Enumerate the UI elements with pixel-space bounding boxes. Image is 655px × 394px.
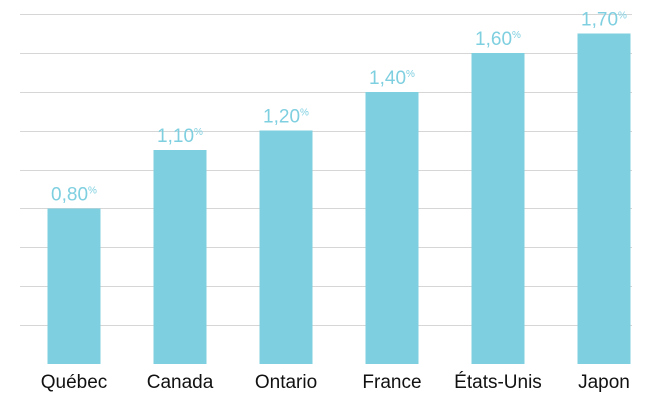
value-label: 1,60% [475,29,521,50]
category-label: Québec [41,372,108,393]
value-label: 1,10% [157,126,203,147]
category-label: Japon [578,372,630,393]
bar-1 [47,208,101,364]
bars [47,33,631,365]
category-label: Canada [147,372,214,393]
value-label: 1,40% [369,68,415,89]
bar-2 [153,150,207,364]
bar-3 [259,130,313,364]
value-label: 1,70% [581,9,627,30]
category-label: Ontario [255,372,317,393]
bar-6 [577,33,631,364]
bar-5 [471,52,525,365]
category-label: États-Unis [454,372,542,393]
bar-4 [365,91,419,365]
value-labels: 0,80% 1,10% 1,20% 1,40% 1,60% 1,70% [51,9,627,205]
category-label: France [362,372,421,393]
value-label: 0,80% [51,184,97,205]
value-label: 1,20% [263,107,309,128]
category-labels: Québec Canada Ontario France États-Unis Japon [41,372,630,393]
gridlines [20,14,632,326]
